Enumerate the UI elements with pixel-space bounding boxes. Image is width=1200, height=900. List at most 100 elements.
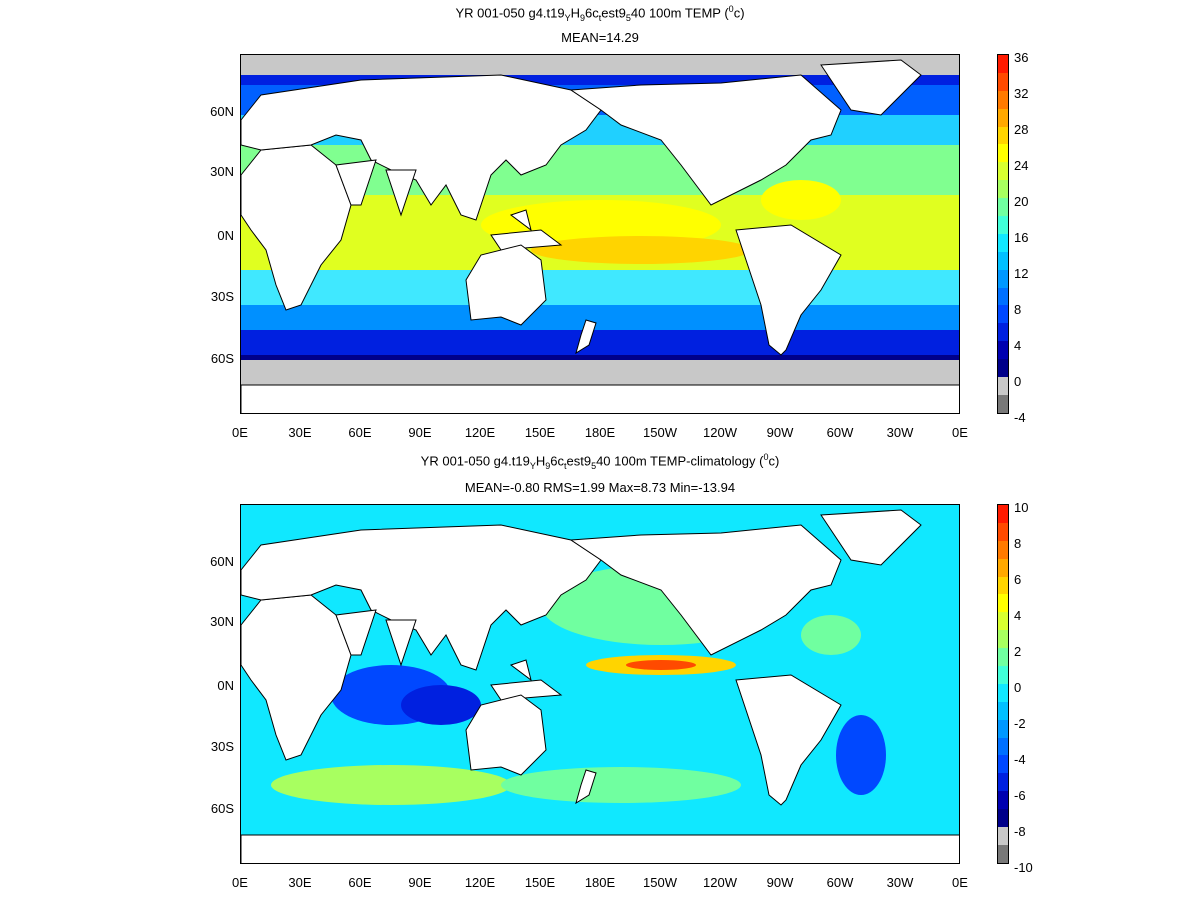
colorbar-segment	[998, 737, 1008, 756]
title-text: H	[535, 453, 546, 469]
title-text: c)	[768, 453, 780, 469]
colorbar-segment	[998, 576, 1008, 595]
lon-label: 30E	[288, 425, 312, 440]
colorbar-segment	[998, 844, 1008, 863]
title-text: 40 100m TEMP-climatology (	[596, 453, 764, 469]
colorbar-segment	[998, 505, 1008, 523]
lon-label: 30E	[288, 875, 312, 890]
title-sub: 9	[580, 12, 586, 23]
title-sub: t	[563, 460, 567, 471]
lon-label: 0E	[232, 875, 248, 890]
colorbar-tick-label: 4	[1014, 608, 1022, 623]
colorbar-segment	[998, 648, 1008, 667]
lon-label: 30W	[886, 425, 914, 440]
colorbar-segment	[998, 522, 1008, 541]
colorbar-segment	[998, 305, 1008, 324]
lon-label: 60E	[348, 875, 372, 890]
colorbar-tick-label: -6	[1014, 788, 1026, 803]
title-sub: Y	[564, 12, 571, 23]
lon-label: 180E	[584, 425, 616, 440]
lat-label: 60N	[210, 554, 234, 569]
colorbar-segment	[998, 251, 1008, 270]
lat-label: 60N	[210, 104, 234, 119]
colorbar-segment	[998, 666, 1008, 684]
colorbar-tick-label: 36	[1014, 50, 1029, 65]
colorbar-segment	[998, 701, 1008, 720]
title-text: 6c	[585, 5, 599, 21]
lat-label: 30N	[210, 614, 234, 629]
colorbar-segment	[998, 359, 1008, 378]
colorbar-tick-label: 24	[1014, 158, 1029, 173]
colorbar-segment	[998, 108, 1008, 127]
lat-label: 30S	[210, 289, 234, 304]
colorbar-segment	[998, 144, 1008, 163]
colorbar-segment	[998, 809, 1008, 828]
colorbar-tick-label: 28	[1014, 122, 1029, 137]
lon-label: 90E	[408, 425, 432, 440]
colorbar-tick-label: -4	[1014, 410, 1026, 425]
colorbar-segment	[998, 198, 1008, 217]
colorbar-segment	[998, 126, 1008, 145]
lat-label: 0N	[217, 228, 234, 243]
colorbar-segment	[998, 377, 1008, 395]
title-sub: 5	[625, 12, 631, 23]
colorbar-segment	[998, 216, 1008, 234]
map-field-1	[241, 55, 959, 413]
colorbar-tick-label: 32	[1014, 86, 1029, 101]
colorbar-segment	[998, 540, 1008, 559]
lon-label: 0E	[952, 425, 968, 440]
colorbar-tick-label: 10	[1014, 500, 1029, 515]
title-sup: 0	[763, 452, 769, 462]
map-panel-2	[240, 504, 960, 864]
colorbar-segment	[998, 233, 1008, 252]
lon-label: 120E	[464, 875, 496, 890]
lon-label: 30W	[886, 875, 914, 890]
colorbar-segment	[998, 791, 1008, 810]
colorbar-segment	[998, 558, 1008, 577]
lon-label: 60E	[348, 425, 372, 440]
colorbar-segment	[998, 180, 1008, 199]
colorbar-segment	[998, 269, 1008, 288]
colorbar-tick-label: 12	[1014, 266, 1029, 281]
lon-label: 120W	[703, 875, 737, 890]
colorbar-tick-label: -10	[1014, 860, 1033, 875]
lat-label: 30N	[210, 164, 234, 179]
lon-label: 150E	[524, 425, 556, 440]
colorbar-segment	[998, 162, 1008, 181]
colorbar-segment	[998, 612, 1008, 631]
colorbar-segment	[998, 90, 1008, 109]
lon-label: 60W	[826, 875, 854, 890]
panel-2-title: YR 001-050 g4.t19YH96ctest9540 100m TEMP…	[0, 452, 1200, 471]
lon-label: 90W	[766, 875, 794, 890]
lon-label: 120E	[464, 425, 496, 440]
title-text: YR 001-050 g4.t19	[455, 5, 565, 21]
colorbar-tick-label: 2	[1014, 644, 1022, 659]
colorbar-tick-label: -2	[1014, 716, 1026, 731]
lat-label: 30S	[210, 739, 234, 754]
lon-label: 150W	[643, 425, 677, 440]
colorbar-tick-label: -8	[1014, 824, 1026, 839]
colorbar-segment	[998, 755, 1008, 774]
colorbar-segment	[998, 594, 1008, 613]
title-text: 6c	[550, 453, 564, 469]
lon-label: 0E	[952, 875, 968, 890]
colorbar-segment	[998, 323, 1008, 342]
lon-label: 150W	[643, 875, 677, 890]
colorbar-segment	[998, 630, 1008, 649]
colorbar-tick-label: 6	[1014, 572, 1022, 587]
colorbar-segment	[998, 773, 1008, 792]
colorbar-segment	[998, 341, 1008, 360]
colorbar-tick-label: -4	[1014, 752, 1026, 767]
colorbar-segment	[998, 72, 1008, 91]
lon-label: 0E	[232, 425, 248, 440]
colorbar-segment	[998, 287, 1008, 306]
title-text: H	[570, 5, 581, 21]
lon-label: 90W	[766, 425, 794, 440]
panel-2-subtitle: MEAN=-0.80 RMS=1.99 Max=8.73 Min=-13.94	[464, 480, 736, 495]
map-field-2	[241, 505, 959, 863]
lon-label: 90E	[408, 875, 432, 890]
title-sup: 0	[728, 4, 734, 14]
title-sub: 5	[591, 460, 597, 471]
panel-1-title: YR 001-050 g4.t19YH96ctest9540 100m TEMP…	[0, 4, 1200, 23]
colorbar-tick-label: 20	[1014, 194, 1029, 209]
